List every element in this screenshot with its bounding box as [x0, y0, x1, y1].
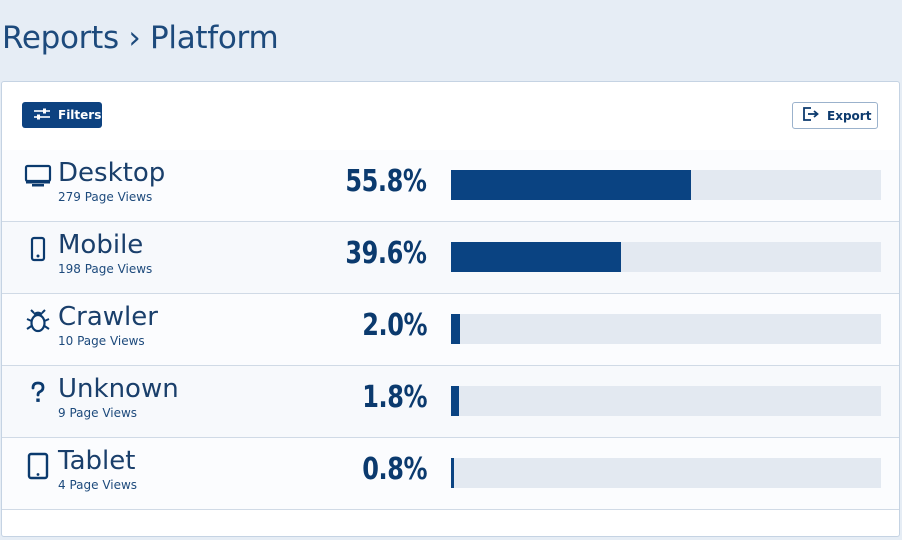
percent-bar-fill	[451, 242, 622, 272]
filters-button[interactable]: Filters	[22, 102, 102, 128]
platform-row-desktop: Desktop 279 Page Views 55.8%	[2, 150, 899, 222]
percent-bar-fill	[451, 386, 459, 416]
panel-footer	[2, 508, 899, 536]
mobile-icon	[24, 236, 52, 264]
platform-name: Desktop	[58, 158, 166, 188]
filters-label: Filters	[58, 108, 102, 122]
tablet-icon	[24, 452, 52, 480]
platform-name: Mobile	[58, 230, 144, 260]
export-label: Export	[827, 108, 872, 123]
percent-bar	[451, 314, 881, 344]
platform-percent: 39.6%	[345, 236, 428, 271]
question-icon	[24, 380, 52, 408]
percent-bar-fill	[451, 458, 455, 488]
export-button[interactable]: Export	[792, 102, 878, 129]
platform-percent: 55.8%	[345, 164, 428, 199]
percent-bar-fill	[451, 314, 460, 344]
percent-bar	[451, 386, 881, 416]
sliders-icon	[33, 107, 51, 124]
platform-report-panel: Filters Export Desktop	[1, 81, 900, 537]
platform-views: 9 Page Views	[58, 406, 138, 420]
platform-percent: 1.8%	[362, 380, 427, 415]
platform-list: Desktop 279 Page Views 55.8% Mobile 198 …	[2, 150, 899, 510]
platform-name: Tablet	[58, 446, 136, 476]
platform-name: Unknown	[58, 374, 179, 404]
toolbar: Filters Export	[2, 82, 899, 151]
percent-bar	[451, 170, 881, 200]
percent-bar	[451, 242, 881, 272]
platform-views: 279 Page Views	[58, 190, 153, 204]
platform-views: 4 Page Views	[58, 478, 138, 492]
platform-percent: 2.0%	[362, 308, 427, 343]
desktop-icon	[24, 164, 52, 192]
platform-name: Crawler	[58, 302, 158, 332]
platform-row-unknown: Unknown 9 Page Views 1.8%	[2, 366, 899, 438]
export-icon	[802, 106, 820, 125]
platform-views: 10 Page Views	[58, 334, 145, 348]
platform-row-mobile: Mobile 198 Page Views 39.6%	[2, 222, 899, 294]
platform-percent: 0.8%	[362, 452, 427, 487]
percent-bar	[451, 458, 881, 488]
platform-row-crawler: Crawler 10 Page Views 2.0%	[2, 294, 899, 366]
page-title: Reports › Platform	[2, 20, 279, 56]
percent-bar-fill	[451, 170, 691, 200]
platform-row-tablet: Tablet 4 Page Views 0.8%	[2, 438, 899, 510]
bug-icon	[24, 308, 52, 336]
platform-views: 198 Page Views	[58, 262, 153, 276]
